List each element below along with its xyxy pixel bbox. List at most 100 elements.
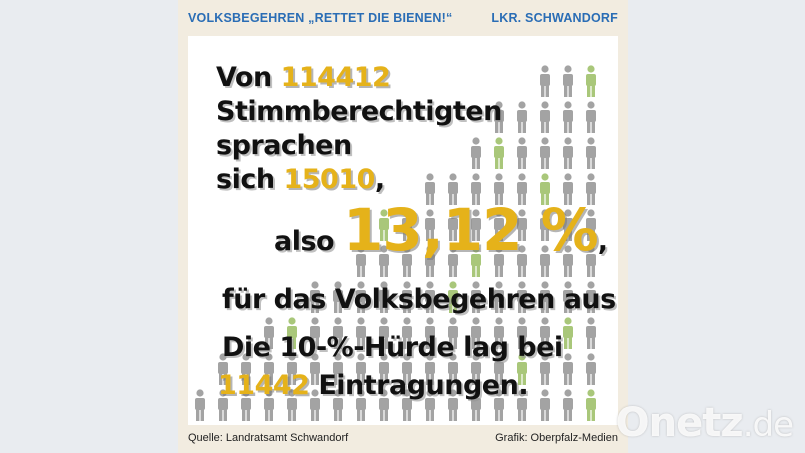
person-icon (494, 353, 504, 385)
person-icon (563, 65, 573, 97)
person-icon (264, 389, 274, 421)
person-icon (517, 245, 527, 277)
person-icon (448, 353, 458, 385)
person-icon (494, 281, 504, 313)
person-icon (563, 317, 573, 349)
person-icon (218, 389, 228, 421)
statement-text: Von 114412 Stimmberechtigten sprachen si… (188, 36, 618, 425)
person-icon (241, 389, 251, 421)
header-title: VOLKSBEGEHREN „RETTET DIE BIENEN!“ (188, 11, 453, 25)
footer-bar: Quelle: Landratsamt Schwandorf Grafik: O… (178, 428, 628, 448)
person-icon (241, 353, 251, 385)
onetz-watermark: Onetz.de (615, 400, 794, 446)
person-icon (494, 245, 504, 277)
threshold-number: 11442 (218, 370, 310, 401)
person-icon (402, 209, 412, 241)
person-icon (425, 389, 435, 421)
person-icon (586, 173, 596, 205)
person-icon (517, 281, 527, 313)
line-1: Von 114412 (216, 62, 391, 93)
person-icon (563, 353, 573, 385)
person-icon (540, 209, 550, 241)
person-icon (448, 389, 458, 421)
person-icon (517, 209, 527, 241)
signatures-number: 15010 (283, 164, 375, 195)
eligible-voters-number: 114412 (280, 62, 391, 93)
line-3: sprachen (216, 130, 352, 161)
header-region: LKR. SCHWANDORF (491, 11, 618, 25)
person-icon (310, 317, 320, 349)
people-figures-graphic (195, 65, 596, 421)
person-icon (586, 101, 596, 133)
person-icon (586, 317, 596, 349)
line-2: Stimmberechtigten (216, 96, 502, 127)
person-icon (563, 137, 573, 169)
person-icon (356, 353, 366, 385)
person-icon (586, 353, 596, 385)
person-icon (540, 137, 550, 169)
person-icon (586, 389, 596, 421)
person-icon (563, 209, 573, 241)
person-icon (333, 353, 343, 385)
person-icon (356, 317, 366, 349)
person-icon (540, 389, 550, 421)
person-icon (402, 281, 412, 313)
person-icon (494, 389, 504, 421)
person-icon (540, 101, 550, 133)
person-icon (517, 389, 527, 421)
person-icon (425, 317, 435, 349)
person-icon (563, 389, 573, 421)
person-icon (333, 317, 343, 349)
person-icon (379, 389, 389, 421)
person-icon (471, 173, 481, 205)
person-icon (379, 353, 389, 385)
person-icon (356, 245, 366, 277)
person-icon (494, 209, 504, 241)
person-icon (425, 209, 435, 241)
line-7: Die 10-%-Hürde lag bei (222, 332, 563, 363)
source-note: Quelle: Landratsamt Schwandorf (188, 432, 349, 444)
person-icon (287, 317, 297, 349)
person-icon (517, 173, 527, 205)
graphic-credit: Grafik: Oberpfalz-Medien (495, 432, 618, 444)
line-8: 11442 Eintragungen. (218, 370, 529, 401)
person-icon (379, 281, 389, 313)
person-icon (425, 281, 435, 313)
person-icon (563, 101, 573, 133)
person-icon (586, 65, 596, 97)
person-icon (563, 281, 573, 313)
person-icon (448, 281, 458, 313)
person-icon (563, 173, 573, 205)
person-icon (586, 281, 596, 313)
person-icon (494, 137, 504, 169)
person-icon (540, 245, 550, 277)
person-icon (287, 353, 297, 385)
person-icon (333, 389, 343, 421)
person-icon (517, 317, 527, 349)
person-icon (356, 281, 366, 313)
person-icon (310, 353, 320, 385)
header-bar: VOLKSBEGEHREN „RETTET DIE BIENEN!“ LKR. … (178, 0, 628, 36)
person-icon (425, 353, 435, 385)
person-icon (471, 137, 481, 169)
person-icon (425, 173, 435, 205)
content-panel: Von 114412 Stimmberechtigten sprachen si… (188, 36, 618, 425)
person-icon (540, 317, 550, 349)
person-icon (264, 317, 274, 349)
person-icon (402, 389, 412, 421)
person-icon (448, 209, 458, 241)
percentage-number: 13,12 % (343, 196, 599, 264)
person-icon (471, 245, 481, 277)
person-icon (517, 137, 527, 169)
person-icon (333, 281, 343, 313)
person-icon (540, 281, 550, 313)
person-icon (494, 317, 504, 349)
line-6: für das Volksbegehren aus. (222, 284, 618, 315)
person-icon (494, 173, 504, 205)
person-icon (540, 173, 550, 205)
person-icon (471, 209, 481, 241)
person-icon (356, 389, 366, 421)
person-icon (379, 245, 389, 277)
person-icon (448, 173, 458, 205)
person-icon (287, 389, 297, 421)
